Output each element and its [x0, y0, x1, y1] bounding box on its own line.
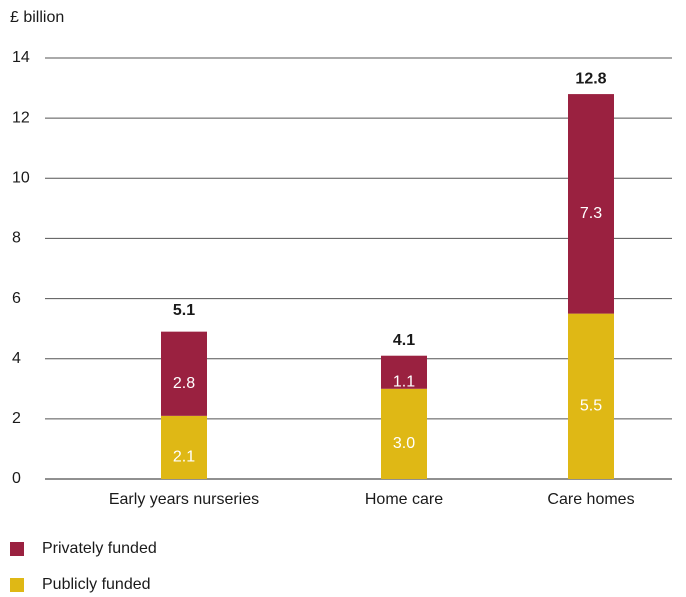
total-label: 5.1 — [173, 302, 195, 319]
x-tick-label: Early years nurseries — [109, 491, 259, 508]
x-tick-label: Care homes — [547, 491, 634, 508]
value-label: 5.5 — [580, 398, 602, 415]
value-label: 2.1 — [173, 449, 195, 466]
value-label: 1.1 — [393, 373, 415, 390]
y-tick-label: 4 — [12, 350, 21, 367]
y-tick-label: 6 — [12, 290, 21, 307]
legend-swatch — [10, 542, 24, 556]
y-tick-label: 8 — [12, 230, 21, 247]
value-label: 7.3 — [580, 205, 602, 222]
y-tick-label: 0 — [12, 470, 21, 487]
bar-segment — [161, 331, 207, 416]
total-label: 4.1 — [393, 332, 415, 349]
value-label: 2.8 — [173, 375, 195, 392]
legend-swatch — [10, 578, 24, 592]
legend-label: Publicly funded — [42, 576, 151, 593]
y-tick-label: 10 — [12, 170, 30, 187]
bar-segment — [381, 388, 427, 479]
bar-segment — [568, 94, 614, 314]
y-tick-label: 12 — [12, 109, 30, 126]
x-tick-label: Home care — [365, 491, 443, 508]
bar-segment — [381, 355, 427, 389]
legend-label: Privately funded — [42, 540, 157, 557]
y-tick-label: 2 — [12, 410, 21, 427]
bar-segment — [161, 415, 207, 479]
bar-segment — [568, 313, 614, 479]
total-label: 12.8 — [575, 70, 606, 87]
y-axis-label: £ billion — [10, 9, 64, 26]
y-tick-label: 14 — [12, 49, 30, 66]
value-label: 3.0 — [393, 435, 415, 452]
